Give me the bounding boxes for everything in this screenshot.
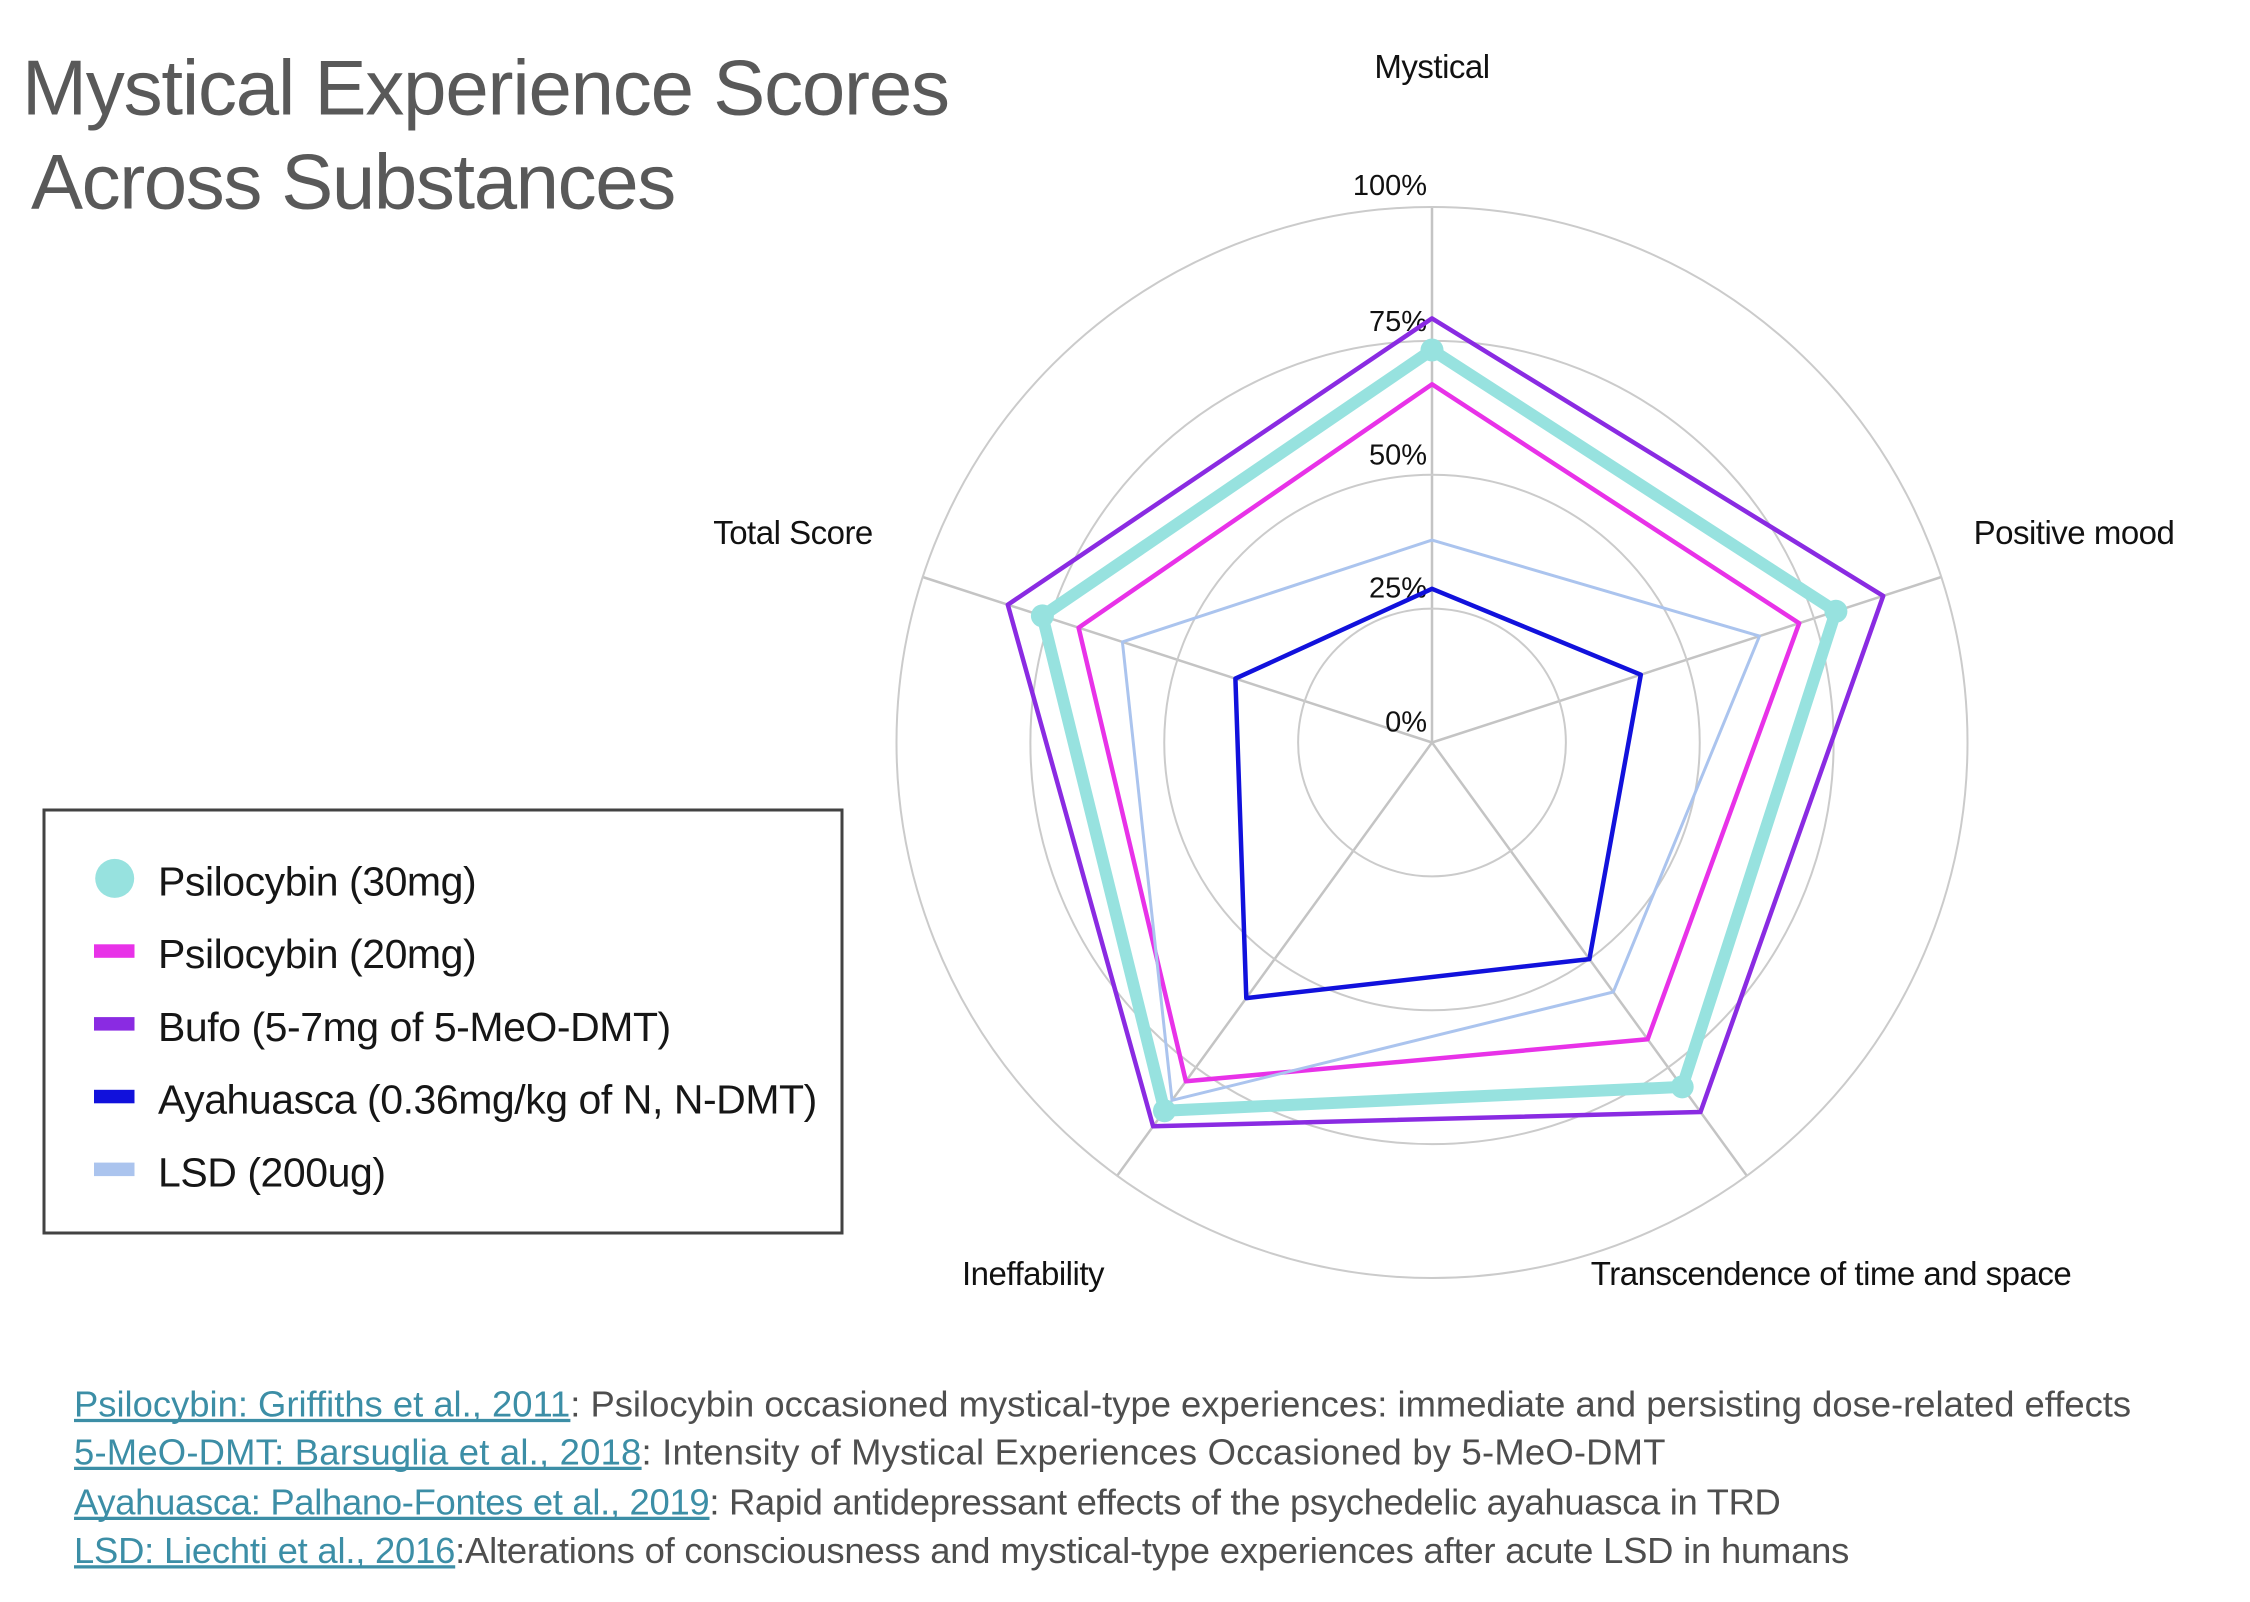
svg-text:Ineffability: Ineffability (962, 1255, 1105, 1292)
svg-text:Mystical: Mystical (1374, 48, 1489, 85)
svg-text:Psilocybin: Griffiths et al.,: Psilocybin: Griffiths et al., 2011: Psil… (74, 1384, 2131, 1425)
svg-text:LSD (200ug): LSD (200ug) (158, 1149, 386, 1195)
svg-text:Total Score: Total Score (713, 514, 873, 551)
svg-text:Across Substances: Across Substances (31, 137, 675, 225)
svg-text:Mystical Experience Scores: Mystical Experience Scores (22, 44, 949, 132)
svg-text:Psilocybin (20mg): Psilocybin (20mg) (158, 931, 476, 977)
svg-text:25%: 25% (1369, 573, 1427, 605)
svg-text:5-MeO-DMT: Barsuglia et al., 2: 5-MeO-DMT: Barsuglia et al., 2018: Inten… (74, 1432, 1666, 1473)
svg-text:Ayahuasca: Palhano-Fontes et a: Ayahuasca: Palhano-Fontes et al., 2019: … (74, 1482, 1781, 1523)
svg-text:0%: 0% (1385, 707, 1427, 739)
svg-text:Transcendence of time and spac: Transcendence of time and space (1591, 1255, 2071, 1292)
svg-text:Psilocybin (30mg): Psilocybin (30mg) (158, 859, 476, 905)
svg-text:LSD: Liechti et al., 2016:Alte: LSD: Liechti et al., 2016:Alterations of… (74, 1530, 1849, 1571)
svg-text:50%: 50% (1369, 440, 1427, 472)
svg-text:Bufo (5-7mg of 5-MeO-DMT): Bufo (5-7mg of 5-MeO-DMT) (158, 1004, 671, 1050)
svg-text:100%: 100% (1353, 170, 1427, 202)
svg-text:75%: 75% (1369, 306, 1427, 338)
svg-text:Ayahuasca (0.36mg/kg of N, N-D: Ayahuasca (0.36mg/kg of N, N-DMT) (158, 1077, 817, 1123)
svg-text:Positive mood: Positive mood (1974, 514, 2175, 551)
